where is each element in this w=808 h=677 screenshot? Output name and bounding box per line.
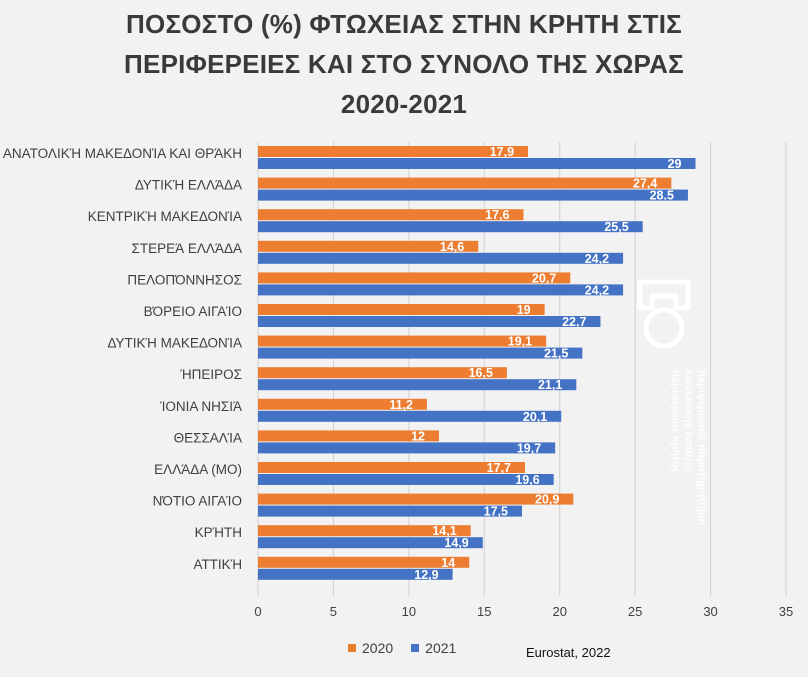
category-label: ΣΤΕΡΕΆ ΕΛΛΆΔΑ [132, 241, 242, 256]
title-line-3: 2020-2021 [340, 89, 468, 119]
chart-legend: 2020 2021 [348, 640, 456, 656]
legend-item-2020: 2020 [348, 640, 393, 656]
bar-2020 [258, 556, 470, 568]
x-tick-label: 30 [703, 604, 717, 619]
bar-2021 [258, 284, 624, 296]
category-label: ΝΌΤΙΟ ΑΙΓΑΊΟ [153, 494, 242, 509]
category-label: ΔΥΤΙΚΉ ΕΛΛΆΔΑ [135, 178, 242, 193]
x-tick-label: 25 [628, 604, 642, 619]
category-label: ΚΕΝΤΡΙΚΉ ΜΑΚΕΔΟΝΊΑ [88, 209, 242, 224]
category-label: ΑΤΤΙΚΉ [193, 557, 242, 572]
data-label-2020: 14,6 [440, 240, 464, 254]
title-line-1: ΠΟΣΟΣΤΟ (%) ΦΤΩΧΕΙΑΣ ΣΤΗΝ ΚΡΗΤΗ ΣΤΙΣ [126, 9, 682, 39]
category-label: ΔΥΤΙΚΉ ΜΑΚΕΔΟΝΊΑ [107, 336, 242, 351]
legend-swatch-2021 [411, 644, 420, 652]
data-label-2021: 28.5 [650, 189, 674, 203]
data-label-2021: 24,2 [585, 283, 609, 297]
chart-title: ΠΟΣΟΣΤΟ (%) ΦΤΩΧΕΙΑΣ ΣΤΗΝ ΚΡΗΤΗ ΣΤΙΣ ΠΕΡ… [0, 4, 808, 124]
data-label-2020: 16,5 [469, 366, 493, 380]
legend-swatch-2020 [348, 644, 356, 652]
bar-2020 [258, 493, 574, 505]
category-label: ΒΌΡΕΙΟ ΑΙΓΑΊΟ [144, 304, 242, 319]
data-label-2020: 14 [441, 556, 455, 570]
category-label: ΕΛΛΆΔΑ (ΜΟ) [154, 462, 242, 477]
bar-2020 [258, 398, 427, 410]
data-label-2020: 19,1 [508, 335, 532, 349]
x-tick-label: 35 [779, 604, 793, 619]
bar-2020 [258, 209, 524, 221]
category-label: ΚΡΉΤΗ [195, 525, 242, 540]
bar-2020 [258, 240, 479, 252]
logo-text-line-2: κοινωνικής ένταξης [682, 369, 695, 472]
bar-2020 [258, 272, 571, 284]
x-tick-label: 20 [552, 604, 566, 619]
data-label-2020: 17,9 [490, 145, 514, 159]
data-label-2021: 19,6 [515, 473, 539, 487]
bar-2020 [258, 335, 547, 347]
data-label-2020: 17,6 [485, 208, 509, 222]
bar-2021 [258, 442, 556, 454]
data-label-2021: 12,9 [414, 568, 438, 582]
category-label: ΉΠΕΙΡΟΣ [179, 367, 242, 382]
source-note: Eurostat, 2022 [526, 645, 611, 660]
data-label-2021: 24,2 [585, 252, 609, 266]
data-label-2021: 21,5 [544, 347, 568, 361]
data-label-2020: 12 [411, 429, 425, 443]
x-tick-label: 15 [477, 604, 491, 619]
data-label-2021: 19,7 [517, 441, 541, 455]
category-label: ΘΕΣΣΑΛΊΑ [174, 430, 242, 445]
bar-2021 [258, 316, 601, 327]
bar-2021 [258, 189, 688, 201]
bar-2020 [258, 146, 529, 157]
bar-2020 [258, 462, 526, 473]
data-label-2021: 17,5 [484, 505, 508, 519]
logo-text-line-1: περιφερειακό παρατηρητήριο [695, 369, 708, 526]
data-label-2021: 25,5 [604, 220, 628, 234]
legend-item-2021: 2021 [411, 640, 456, 656]
bar-2021 [258, 410, 562, 422]
legend-label-2020: 2020 [362, 640, 394, 656]
category-label: ΑΝΑΤΟΛΙΚΉ ΜΑΚΕΔΟΝΊΑ ΚΑΙ ΘΡΆΚΗ [3, 146, 242, 161]
data-label-2021: 14,9 [444, 536, 468, 550]
title-line-2: ΠΕΡΙΦΕΡΕΙΕΣ ΚΑΙ ΣΤΟ ΣΥΝΟΛΟ ΤΗΣ ΧΩΡΑΣ [124, 49, 684, 79]
bar-2021 [258, 505, 522, 517]
bar-2021 [258, 474, 554, 485]
bar-2021 [258, 347, 583, 359]
x-tick-label: 0 [254, 604, 261, 619]
data-label-2020: 14,1 [432, 524, 456, 538]
data-label-2020: 11,2 [389, 398, 413, 412]
bar-2021 [258, 568, 453, 580]
logo-caption: περιφερειακό παρατηρητήριο κοινωνικής έν… [669, 370, 708, 570]
bar-2020 [258, 430, 440, 442]
category-label: ΠΕΛΟΠΌΝΝΗΣΟΣ [127, 272, 242, 287]
category-label: ΊΟΝΙΑ ΝΗΣΙΆ [159, 399, 242, 414]
bar-2021 [258, 158, 696, 169]
x-tick-label: 5 [330, 604, 337, 619]
legend-label-2021: 2021 [425, 640, 457, 656]
bar-2020 [258, 367, 507, 379]
logo-text-line-3: περιφέρειας κρήτης [669, 369, 682, 474]
x-tick-label: 10 [402, 604, 416, 619]
bar-2021 [258, 537, 483, 549]
bar-2020 [258, 177, 672, 189]
data-label-2020: 20,9 [535, 493, 559, 507]
data-label-2020: 20,7 [532, 271, 556, 285]
bar-2021 [258, 252, 624, 264]
data-label-2021: 22,7 [562, 315, 586, 329]
data-label-2020: 17,7 [487, 461, 511, 475]
data-label-2021: 20,1 [523, 410, 547, 424]
bars [258, 146, 696, 580]
regional-observatory-logo-icon [637, 279, 691, 349]
bar-2021 [258, 379, 577, 391]
data-label-2021: 21,1 [538, 378, 562, 392]
labels: 0 5 10 15 20 25 30 35 ΑΝΑΤΟΛΙΚΉ ΜΑΚΕΔΟΝΊΑ ΚΑΙ ΘΡ… [3, 145, 793, 619]
data-label-2020: 27,4 [633, 177, 657, 191]
data-label-2020: 19 [517, 303, 531, 317]
bar-2020 [258, 525, 471, 537]
bar-2020 [258, 304, 545, 315]
data-label-2021: 29 [668, 157, 682, 171]
bar-2021 [258, 221, 643, 233]
